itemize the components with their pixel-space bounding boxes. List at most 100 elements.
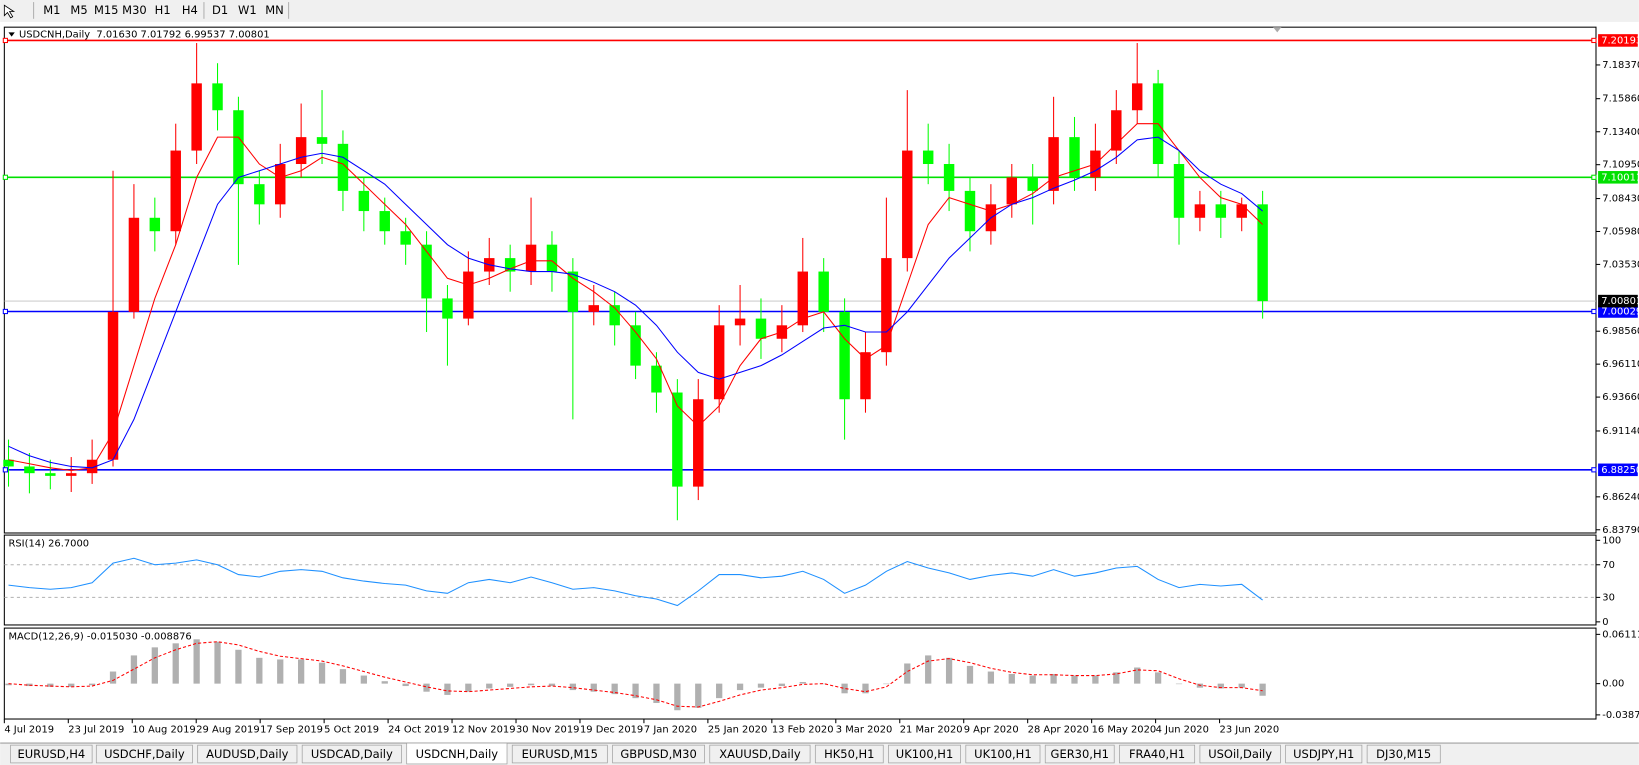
macd-bar xyxy=(799,682,806,684)
timeframe-button-bg[interactable] xyxy=(65,2,93,19)
y-tick-label: 6.93660 xyxy=(1602,392,1639,403)
timeframe-button[interactable]: M5 xyxy=(65,2,93,19)
tab[interactable]: AUDUSD,Daily xyxy=(197,744,298,764)
macd-bar xyxy=(465,683,472,692)
tab[interactable]: GBPUSD,M30 xyxy=(612,744,705,764)
timeframe-label[interactable]: M15 xyxy=(94,3,119,17)
candle-body xyxy=(421,244,432,299)
tab-label[interactable]: EURUSD,H4 xyxy=(17,747,85,761)
timeframe-button-bg[interactable] xyxy=(38,2,65,19)
tab-bg[interactable] xyxy=(612,744,705,764)
tab-label[interactable]: UK100,H1 xyxy=(974,747,1031,761)
timeframe-label[interactable]: H4 xyxy=(182,3,198,17)
tab[interactable]: USDJPY,H1 xyxy=(1285,744,1363,764)
candle-body xyxy=(212,83,223,111)
timeframe-button-bg[interactable] xyxy=(207,2,234,19)
timeframe-label[interactable]: W1 xyxy=(238,3,257,17)
timeframe-button-bg[interactable] xyxy=(149,2,176,19)
tab-bg[interactable] xyxy=(1119,744,1196,764)
tab-bg[interactable] xyxy=(965,744,1041,764)
tab-bg[interactable] xyxy=(888,744,961,764)
candle-body xyxy=(337,143,349,191)
macd-bar xyxy=(757,683,765,688)
tab[interactable]: DJ30,M15 xyxy=(1366,744,1441,764)
tab-label[interactable]: HK50,H1 xyxy=(824,747,874,761)
tab-bg[interactable] xyxy=(1199,744,1281,764)
macd-bar xyxy=(507,683,514,687)
timeframe-button-bg[interactable] xyxy=(93,2,120,19)
tab-label[interactable]: USDCAD,Daily xyxy=(311,747,393,761)
tab-label[interactable]: USDCHF,Daily xyxy=(104,747,185,761)
tab-bg[interactable] xyxy=(709,744,811,764)
macd-bar xyxy=(1134,667,1141,684)
candle-body xyxy=(295,137,307,165)
tab-label[interactable]: USDCNH,Daily xyxy=(416,747,499,761)
candle-body xyxy=(609,305,620,326)
tab[interactable]: USDCHF,Daily xyxy=(95,744,193,764)
timeframe-label[interactable]: H1 xyxy=(155,3,171,17)
tab-bg[interactable] xyxy=(1044,744,1115,764)
tab-bg[interactable] xyxy=(10,744,93,764)
tab-label[interactable]: USDJPY,H1 xyxy=(1293,747,1354,761)
timeframe-button[interactable]: W1 xyxy=(234,2,261,19)
timeframe-button-bg[interactable] xyxy=(261,2,288,19)
timeframe-label[interactable]: M5 xyxy=(70,3,87,17)
timeframe-button-bg[interactable] xyxy=(121,2,148,19)
timeframe-label[interactable]: MN xyxy=(265,3,284,17)
tab-bg[interactable] xyxy=(197,744,298,764)
timeframe-button[interactable]: M30 xyxy=(121,2,148,19)
candle-body xyxy=(651,365,662,393)
level-label: 7.00029 xyxy=(1601,306,1639,317)
timeframe-label[interactable]: D1 xyxy=(212,3,228,17)
tab-bg[interactable] xyxy=(1366,744,1441,764)
tab-label[interactable]: GER30,H1 xyxy=(1051,747,1109,761)
tab[interactable]: GER30,H1 xyxy=(1044,744,1115,764)
tab[interactable]: FRA40,H1 xyxy=(1119,744,1196,764)
tab[interactable]: EURUSD,M15 xyxy=(511,744,608,764)
tab[interactable]: HK50,H1 xyxy=(814,744,884,764)
candle-body xyxy=(755,318,767,339)
tab[interactable]: UK100,H1 xyxy=(888,744,961,764)
tab[interactable]: USDCNH,Daily xyxy=(406,742,508,765)
tab[interactable]: USDCAD,Daily xyxy=(301,744,402,764)
timeframe-button[interactable]: H4 xyxy=(176,2,203,19)
tab-label[interactable]: USOil,Daily xyxy=(1208,747,1272,761)
tab-label[interactable]: XAUUSD,Daily xyxy=(719,747,801,761)
timeframe-button[interactable]: MN xyxy=(261,2,288,19)
candle-body xyxy=(400,231,411,245)
tab-label[interactable]: AUDUSD,Daily xyxy=(206,747,289,761)
level-label: 7.10011 xyxy=(1601,172,1639,183)
macd-bar xyxy=(5,683,12,686)
tab[interactable]: USOil,Daily xyxy=(1199,744,1281,764)
x-tick-label: 13 Feb 2020 xyxy=(772,724,834,735)
tab[interactable]: EURUSD,H4 xyxy=(10,744,93,764)
timeframe-button-bg[interactable] xyxy=(234,2,261,19)
timeframe-button[interactable]: M1 xyxy=(38,2,65,19)
tab-bg[interactable] xyxy=(1285,744,1363,764)
timeframe-label[interactable]: M1 xyxy=(43,3,60,17)
tab-label[interactable]: EURUSD,M15 xyxy=(522,747,598,761)
timeframe-label[interactable]: M30 xyxy=(122,3,147,17)
macd-bar xyxy=(256,657,263,684)
tab-bg[interactable] xyxy=(814,744,884,764)
timeframe-button[interactable]: D1 xyxy=(207,2,234,19)
tab[interactable]: XAUUSD,Daily xyxy=(709,744,811,764)
tab-bg[interactable] xyxy=(301,744,402,764)
tab-label[interactable]: GBPUSD,M30 xyxy=(620,747,696,761)
tab-label[interactable]: UK100,H1 xyxy=(896,747,953,761)
candle-body xyxy=(107,311,119,460)
macd-bar xyxy=(444,683,451,695)
level-handle xyxy=(1591,174,1597,180)
macd-bar xyxy=(1113,672,1120,684)
tab-bg[interactable] xyxy=(95,744,193,764)
timeframe-button-bg[interactable] xyxy=(176,2,203,19)
tab-label[interactable]: FRA40,H1 xyxy=(1129,747,1185,761)
timeframe-button[interactable]: H1 xyxy=(149,2,176,19)
macd-bar xyxy=(486,683,493,689)
tab-bg[interactable] xyxy=(406,742,508,765)
tab-bg[interactable] xyxy=(511,744,608,764)
tab[interactable]: UK100,H1 xyxy=(965,744,1041,764)
tab-label[interactable]: DJ30,M15 xyxy=(1376,747,1431,761)
timeframe-button[interactable]: M15 xyxy=(93,2,120,19)
candle-body xyxy=(546,244,558,272)
